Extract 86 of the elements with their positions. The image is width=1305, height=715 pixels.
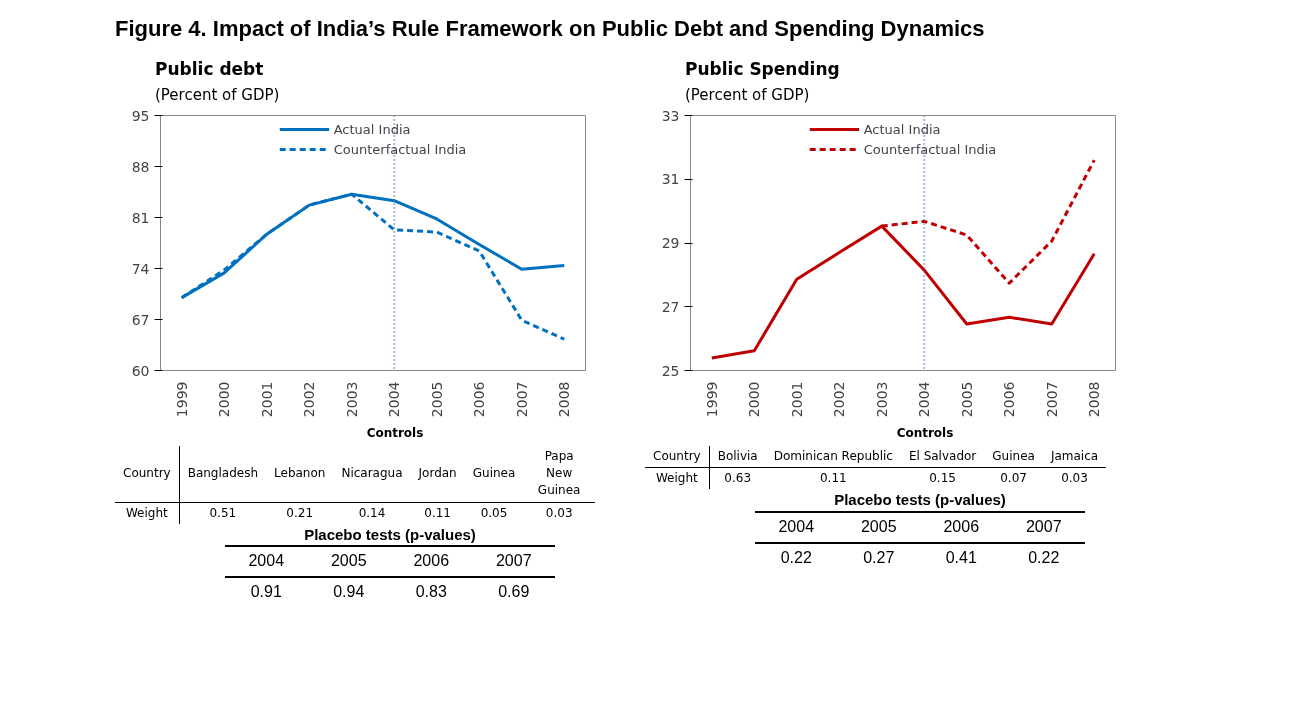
y-tick-label: 67 — [131, 311, 150, 328]
text: 0.51 — [208, 504, 238, 522]
text: 2007 — [472, 547, 555, 577]
text: Guinea — [464, 446, 524, 503]
text: Jordan — [410, 446, 465, 503]
text: Bangladesh — [179, 446, 267, 503]
text: 2006 — [920, 512, 1003, 543]
text: 0.83 — [414, 581, 448, 602]
y-tick-label: 25 — [661, 362, 680, 379]
text: 0.14 — [357, 504, 387, 522]
x-tick-label: 2001 — [788, 381, 805, 418]
y-axis-title: (Percent of GDP) — [685, 85, 811, 107]
x-tick-label: 2008 — [1086, 381, 1103, 418]
text: 0.05 — [479, 504, 509, 522]
text: 2005 — [837, 512, 920, 543]
text: 0.15 — [928, 470, 957, 488]
text: Dominican Republic — [765, 446, 901, 468]
text: 2005 — [307, 547, 390, 577]
y-tick-label: 81 — [131, 209, 150, 226]
x-tick-label: 2006 — [1001, 381, 1018, 418]
chart-subtitle: Public Spending — [685, 58, 840, 81]
text: 2006 — [390, 547, 473, 577]
text: Jamaica — [1042, 446, 1107, 468]
x-tick-label: 2005 — [958, 381, 975, 418]
text: 0.27 — [862, 547, 896, 568]
legend-label: Actual India — [333, 121, 411, 137]
text: 0.07 — [999, 470, 1028, 488]
text: 0.03 — [1060, 470, 1089, 488]
text: El Salvador — [900, 446, 985, 468]
y-tick-label: 31 — [661, 171, 680, 188]
text: 0.11 — [818, 470, 848, 488]
x-tick-label: 2001 — [258, 381, 275, 418]
text: 2004 — [225, 547, 308, 577]
x-tick-label: 1999 — [703, 381, 720, 418]
x-tick-label: 2004 — [916, 381, 933, 418]
y-tick-label: 95 — [131, 107, 150, 124]
text: Papa New Guinea — [523, 446, 595, 503]
text: 0.63 — [723, 470, 753, 488]
text: 2007 — [1002, 512, 1085, 543]
text: Weight — [645, 467, 710, 490]
x-tick-label: 2000 — [216, 381, 233, 418]
x-tick-label: 2002 — [831, 381, 848, 418]
y-tick-label: 88 — [131, 158, 150, 175]
text: 0.69 — [497, 581, 531, 602]
text: Placebo tests (p-values) — [755, 489, 1085, 513]
text: 0.22 — [779, 547, 813, 568]
chart-title: Figure 4. Impact of India’s Rule Framework on Public Debt and Spending Dynamics — [115, 15, 985, 43]
text: Placebo tests (p-values) — [225, 523, 555, 548]
x-tick-label: 2007 — [513, 381, 530, 418]
legend-label: Counterfactual India — [333, 141, 467, 157]
text: 0.11 — [423, 504, 452, 522]
text: Country — [115, 446, 180, 503]
text: Nicaragua — [333, 446, 411, 503]
x-tick-label: 2003 — [873, 381, 890, 418]
text: 2004 — [755, 512, 838, 543]
text: 0.41 — [944, 547, 978, 568]
text: 0.21 — [285, 504, 315, 522]
y-axis-title: (Percent of GDP) — [155, 85, 280, 107]
x-tick-label: 2006 — [471, 381, 488, 418]
x-tick-label: 2004 — [386, 381, 403, 418]
y-tick-label: 60 — [131, 362, 150, 379]
chart-subtitle: Public debt — [155, 58, 265, 81]
x-tick-label: 2002 — [301, 381, 318, 418]
text: 0.94 — [332, 581, 366, 602]
x-tick-label: 1999 — [173, 381, 190, 418]
text: Controls — [365, 425, 425, 442]
text: Country — [645, 446, 710, 468]
x-tick-label: 2005 — [428, 381, 445, 418]
legend-label: Actual India — [863, 121, 941, 137]
text: Guinea — [984, 446, 1043, 468]
text: Controls — [895, 425, 955, 442]
y-tick-label: 74 — [131, 260, 150, 277]
text: Weight — [115, 502, 180, 524]
y-tick-label: 27 — [661, 298, 680, 315]
x-tick-label: 2007 — [1043, 381, 1060, 418]
text: 0.03 — [544, 504, 574, 522]
x-tick-label: 2008 — [556, 381, 573, 418]
text: 0.22 — [1027, 547, 1061, 568]
y-tick-label: 29 — [661, 235, 680, 251]
x-tick-label: 2003 — [343, 381, 360, 418]
text: Bolivia — [709, 446, 766, 468]
text: 0.91 — [249, 581, 283, 602]
y-tick-label: 33 — [661, 107, 680, 124]
text: Lebanon — [266, 446, 334, 503]
legend-label: Counterfactual India — [863, 141, 997, 157]
x-tick-label: 2000 — [746, 381, 763, 418]
